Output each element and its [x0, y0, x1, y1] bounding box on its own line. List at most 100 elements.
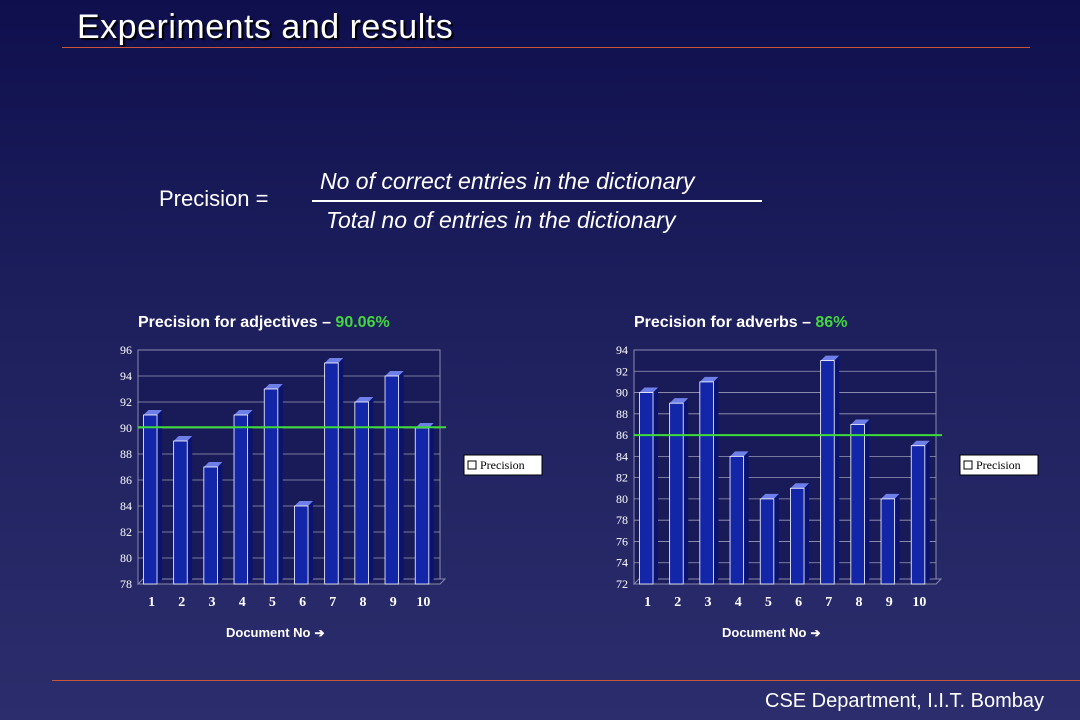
bar-top: [911, 440, 930, 446]
bar: [669, 402, 684, 585]
bar-side: [217, 462, 223, 584]
footer-text: CSE Department, I.I.T. Bombay: [765, 690, 1044, 712]
chart-title-prefix: Precision for adverbs –: [634, 314, 816, 331]
bar: [414, 427, 430, 585]
bar-top: [699, 376, 719, 382]
bar-side: [247, 410, 253, 584]
x-tick-label: 10: [416, 595, 430, 610]
bar: [233, 414, 249, 585]
y-tick-label: 84: [120, 499, 132, 513]
bar-side: [804, 483, 810, 584]
x-tick-label: 3: [208, 595, 215, 610]
bar: [699, 381, 714, 585]
bar-side: [187, 436, 193, 584]
y-tick-label: 96: [120, 343, 132, 357]
x-tick-label: 8: [359, 595, 366, 610]
x-tick-label: 7: [329, 595, 336, 610]
y-tick-label: 80: [120, 551, 132, 565]
bar-top: [354, 397, 374, 402]
bar: [759, 498, 775, 585]
bar-top: [234, 410, 253, 415]
y-tick-label: 76: [616, 534, 628, 548]
x-tick-label: 4: [735, 595, 742, 610]
legend-box: [959, 454, 1039, 476]
y-tick-label: 92: [616, 364, 628, 378]
formula-label: Precision =: [159, 186, 269, 211]
chart-title-prefix: Precision for adjectives –: [138, 314, 336, 331]
x-tick-label: 5: [765, 595, 772, 610]
bar-top: [669, 398, 689, 404]
fraction-line: [312, 200, 762, 202]
y-tick-label: 86: [120, 473, 132, 487]
bar-side: [398, 371, 404, 584]
x-axis-label-adjectives: Document No ➔: [226, 625, 325, 640]
y-tick-label: 78: [616, 513, 628, 527]
y-tick-label: 78: [120, 577, 132, 591]
bar-side: [743, 451, 749, 584]
bar-side: [864, 419, 870, 584]
slide-title: Experiments and results: [77, 8, 454, 46]
right-arrow-icon: ➔: [810, 626, 821, 640]
bar-side: [924, 440, 930, 584]
x-tick-label: 1: [148, 595, 155, 610]
legend-swatch: [963, 460, 973, 470]
bar-side: [713, 376, 719, 584]
bar-side: [277, 384, 283, 584]
bar: [790, 487, 805, 585]
bar-top: [820, 355, 840, 361]
x-tick-label: 2: [674, 595, 681, 610]
bar-top: [385, 371, 404, 376]
bar-top: [639, 387, 659, 393]
bar: [203, 466, 218, 585]
bar-side: [653, 387, 659, 584]
bar-side: [683, 398, 689, 584]
bar-top: [850, 419, 870, 425]
bar-top: [324, 358, 344, 363]
bar: [729, 455, 745, 585]
chart-title-adverbs: Precision for adverbs – 86%: [634, 314, 847, 332]
x-tick-label: 9: [390, 595, 397, 610]
x-axis-label-text: Document No: [722, 625, 807, 640]
x-axis-label-text: Document No: [226, 625, 311, 640]
y-tick-label: 84: [616, 449, 628, 463]
bar-side: [338, 358, 344, 584]
y-tick-label: 92: [120, 395, 132, 409]
y-tick-label: 74: [616, 556, 628, 570]
title-divider: [62, 47, 1030, 48]
x-tick-label: 6: [299, 595, 306, 610]
bar: [324, 362, 339, 585]
right-arrow-icon: ➔: [314, 626, 325, 640]
bar-top: [760, 493, 779, 499]
bar-side: [773, 493, 779, 584]
bar-top: [264, 384, 283, 389]
formula-numerator: No of correct entries in the dictionary: [320, 168, 695, 194]
legend-label: Precision: [480, 458, 525, 472]
legend-box: [463, 454, 543, 476]
bar: [639, 392, 654, 585]
x-tick-label: 5: [269, 595, 276, 610]
formula-denominator: Total no of entries in the dictionary: [326, 207, 676, 233]
y-tick-label: 94: [120, 369, 132, 383]
x-tick-label: 8: [855, 595, 862, 610]
x-axis-label-adverbs: Document No ➔: [722, 625, 821, 640]
bar: [820, 360, 835, 585]
y-tick-label: 82: [616, 471, 628, 485]
bar-top: [294, 501, 314, 506]
bar: [910, 445, 926, 585]
y-tick-label: 88: [616, 407, 628, 421]
bar: [294, 505, 309, 585]
bar-side: [428, 423, 434, 584]
bar-side: [308, 501, 314, 584]
y-tick-label: 94: [616, 343, 628, 357]
bar: [354, 401, 369, 585]
x-tick-label: 3: [704, 595, 711, 610]
x-tick-label: 1: [644, 595, 651, 610]
y-tick-label: 72: [616, 577, 628, 591]
y-tick-label: 80: [616, 492, 628, 506]
bar-top: [203, 462, 223, 467]
x-tick-label: 6: [795, 595, 802, 610]
legend-label: Precision: [976, 458, 1021, 472]
bar-top: [173, 436, 193, 441]
x-tick-label: 7: [825, 595, 832, 610]
